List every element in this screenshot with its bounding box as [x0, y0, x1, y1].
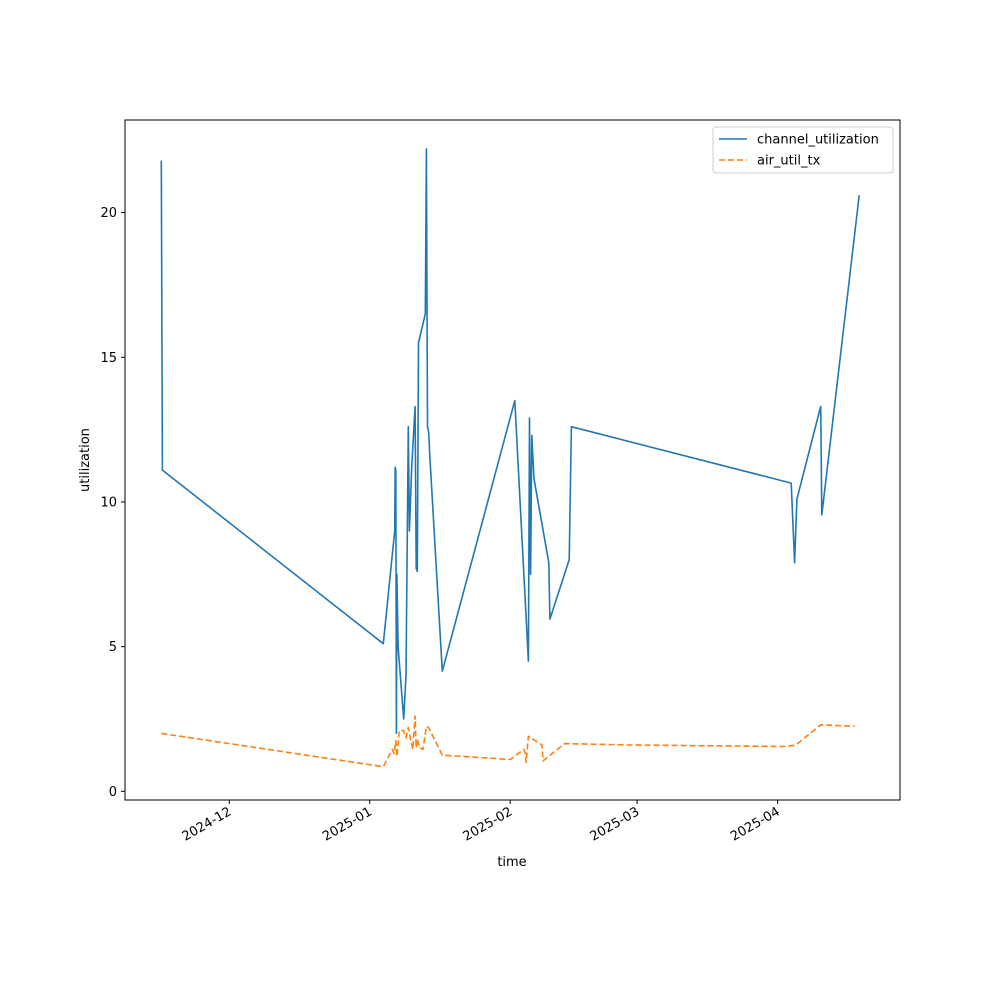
- x-axis-title: time: [497, 855, 526, 870]
- plot-area: [125, 120, 900, 800]
- legend: channel_utilization air_util_tx: [712, 126, 894, 174]
- y-axis-title: utilization: [78, 428, 93, 492]
- legend-label: air_util_tx: [757, 154, 821, 169]
- series-line-air_util_tx: [161, 715, 855, 768]
- y-tick-label: 15: [100, 351, 117, 366]
- y-tick-label: 0: [109, 785, 117, 800]
- series-line-channel_utilization: [160, 148, 860, 735]
- y-tick-label: 10: [100, 495, 117, 510]
- y-tick-label: 20: [100, 206, 117, 221]
- y-tick-label: 5: [109, 640, 117, 655]
- legend-label: channel_utilization: [757, 133, 879, 148]
- legend-box: [712, 126, 894, 174]
- y-axis: 0 5 10 15 20: [100, 206, 125, 800]
- plot-frame: [124, 119, 901, 801]
- series-layer: [160, 148, 860, 768]
